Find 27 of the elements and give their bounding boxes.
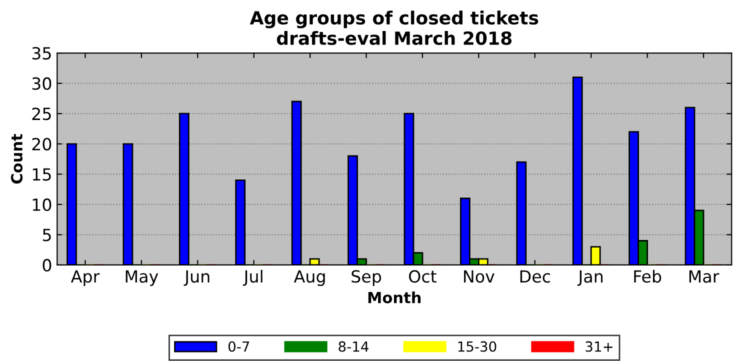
x-tick-label: Jun bbox=[184, 270, 210, 286]
legend-label: 0-7 bbox=[228, 341, 250, 352]
x-tick-label: Dec bbox=[520, 270, 550, 283]
y-tick-label: 35 bbox=[32, 47, 51, 60]
y-tick-label: 30 bbox=[32, 77, 52, 90]
x-tick-label: May bbox=[126, 270, 158, 286]
x-axis-title: Month bbox=[368, 292, 421, 304]
y-tick-label: 5 bbox=[42, 228, 51, 242]
x-tick-label: Feb bbox=[634, 270, 662, 283]
x-tick-label: Aug bbox=[294, 270, 325, 286]
y-tick-label: 25 bbox=[32, 108, 51, 120]
legend-label: 31+ bbox=[586, 341, 612, 352]
y-tick-label: 0 bbox=[42, 258, 52, 272]
x-tick-label: Oct bbox=[409, 270, 436, 283]
chart-title: Age groups of closed tickets drafts-eval March 2018 bbox=[250, 10, 538, 45]
y-tick-label: 15 bbox=[32, 168, 51, 181]
x-tick-label: Sep bbox=[352, 270, 382, 286]
x-tick-label: Mar bbox=[689, 270, 720, 283]
y-axis-title: Count bbox=[10, 134, 23, 184]
x-tick-label: Apr bbox=[70, 270, 100, 286]
legend-label: 8-14 bbox=[338, 341, 368, 352]
x-tick-label: Jul bbox=[242, 270, 262, 286]
x-tick-label: Nov bbox=[464, 270, 494, 283]
x-tick-label: Jan bbox=[577, 270, 603, 286]
y-tick-label: 10 bbox=[32, 198, 52, 211]
legend-label: 15-30 bbox=[458, 341, 496, 352]
y-tick-label: 20 bbox=[32, 138, 52, 150]
